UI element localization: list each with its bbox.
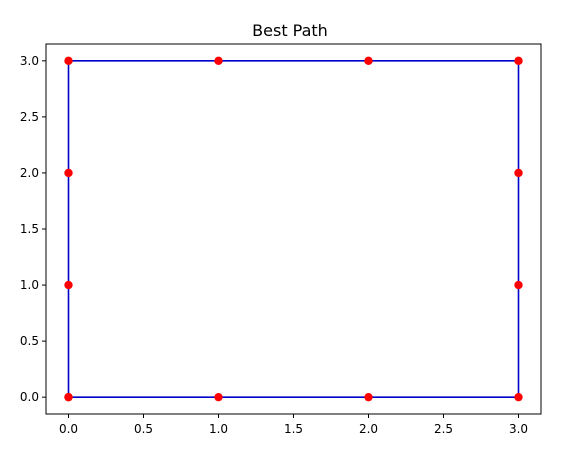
- path-point: [64, 168, 73, 178]
- path-point: [214, 392, 223, 402]
- path-line: [67, 60, 520, 398]
- x-tick-label: 3.0: [509, 422, 528, 436]
- x-tick-label: 1.0: [209, 422, 228, 436]
- path-point: [514, 56, 523, 66]
- path-point: [364, 392, 373, 402]
- path-point: [514, 392, 523, 402]
- y-tick-label: 2.5: [20, 110, 39, 124]
- path-point: [214, 56, 223, 66]
- path-point: [64, 56, 73, 66]
- path-point: [514, 168, 523, 178]
- y-tick-label: 3.0: [20, 54, 39, 68]
- path-point: [64, 280, 73, 290]
- x-tick-label: 2.5: [434, 422, 453, 436]
- series-path: [64, 56, 523, 402]
- y-tick-label: 0.0: [20, 390, 39, 404]
- x-tick-label: 2.0: [359, 422, 378, 436]
- y-tick-label: 2.0: [20, 166, 39, 180]
- y-tick-label: 1.0: [20, 278, 39, 292]
- x-tick-label: 1.5: [284, 422, 303, 436]
- path-point: [64, 392, 73, 402]
- chart-title: Best Path: [252, 21, 328, 40]
- y-axis: 0.0 0.5 1.0 1.5 2.0 2.5 3.0: [20, 54, 46, 404]
- x-tick-label: 0.5: [134, 422, 153, 436]
- y-tick-label: 0.5: [20, 334, 39, 348]
- y-tick-label: 1.5: [20, 222, 39, 236]
- x-tick-label: 0.0: [59, 422, 78, 436]
- plot-frame: [45, 43, 542, 415]
- path-point: [514, 280, 523, 290]
- x-axis: 0.0 0.5 1.0 1.5 2.0 2.5 3.0: [59, 414, 528, 436]
- path-point: [364, 56, 373, 66]
